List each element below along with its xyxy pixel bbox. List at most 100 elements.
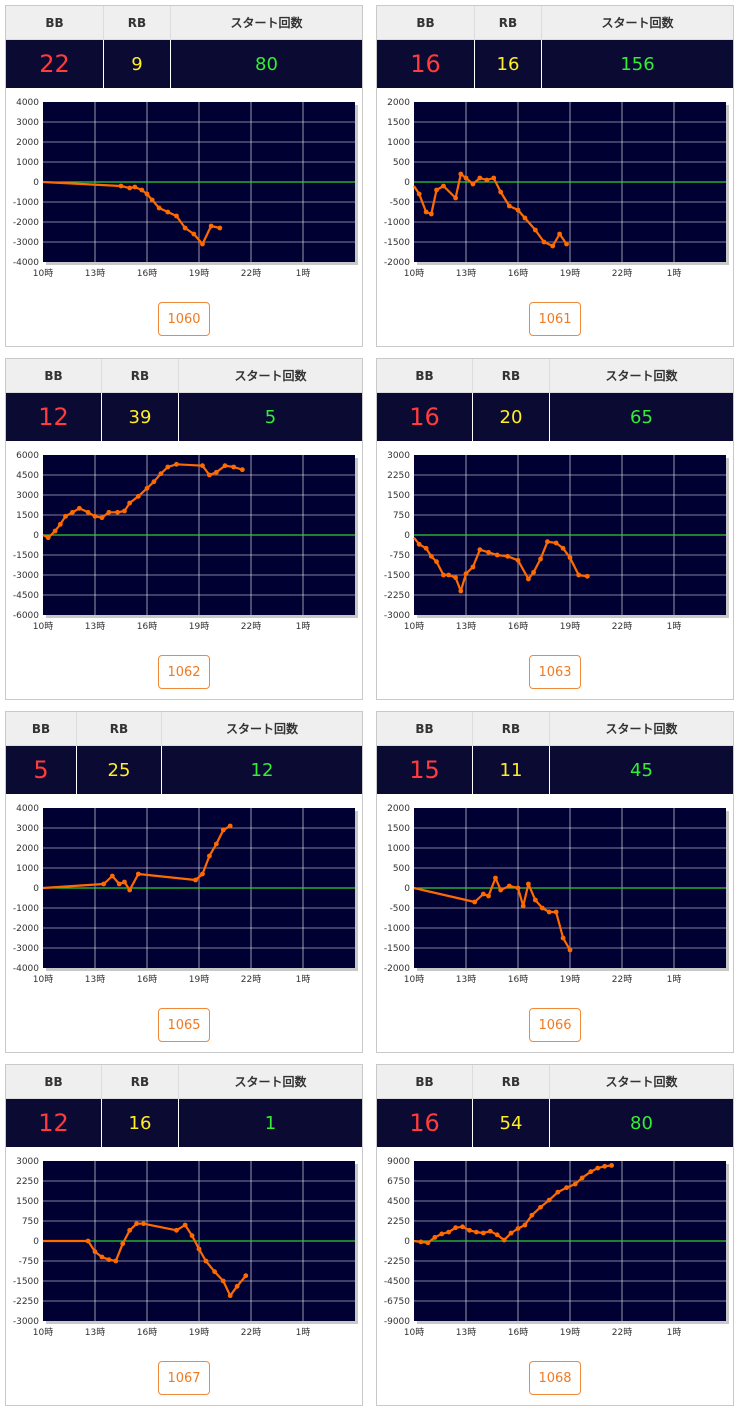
data-point bbox=[446, 572, 452, 578]
y-tick-label: -4000 bbox=[13, 258, 39, 268]
header-rb: RB bbox=[472, 359, 549, 392]
data-point bbox=[174, 213, 179, 219]
header-rb: RB bbox=[474, 6, 541, 39]
x-tick-label: 19時 bbox=[189, 974, 209, 985]
data-point bbox=[239, 467, 245, 473]
data-point bbox=[200, 871, 205, 877]
data-point bbox=[477, 547, 483, 553]
data-point bbox=[494, 552, 500, 558]
data-point bbox=[441, 183, 446, 189]
y-tick-label: 4000 bbox=[16, 98, 39, 108]
machine-number-button[interactable]: 1065 bbox=[158, 1008, 210, 1042]
y-tick-label: 1500 bbox=[16, 511, 39, 521]
machine-number-button[interactable]: 1062 bbox=[158, 655, 210, 689]
data-point bbox=[243, 1273, 249, 1279]
data-point bbox=[546, 909, 552, 915]
rb-count: 39 bbox=[101, 393, 178, 441]
data-point bbox=[151, 479, 157, 485]
data-point bbox=[508, 1230, 514, 1236]
data-point bbox=[557, 231, 562, 237]
header-start: スタート回数 bbox=[549, 1065, 733, 1098]
y-tick-label: 0 bbox=[33, 884, 39, 894]
start-count: 65 bbox=[549, 393, 733, 441]
data-point bbox=[174, 461, 179, 467]
y-tick-label: 500 bbox=[393, 864, 410, 874]
machine-number-button[interactable]: 1066 bbox=[529, 1008, 581, 1042]
header-rb: RB bbox=[101, 359, 178, 392]
machine-number-button[interactable]: 1061 bbox=[529, 302, 581, 336]
y-tick-label: 6000 bbox=[16, 451, 39, 461]
data-point bbox=[135, 493, 141, 499]
data-point bbox=[498, 189, 504, 195]
x-tick-label: 16時 bbox=[508, 268, 528, 279]
data-point bbox=[498, 887, 504, 893]
data-point bbox=[572, 1181, 578, 1187]
y-tick-label: -6000 bbox=[13, 611, 39, 621]
data-point bbox=[576, 572, 582, 578]
data-point bbox=[506, 203, 512, 209]
data-point bbox=[144, 485, 150, 491]
stats-header: BB RB スタート回数 bbox=[6, 1065, 362, 1099]
data-point bbox=[200, 463, 205, 469]
x-tick-label: 22時 bbox=[612, 621, 632, 632]
y-tick-label: -1000 bbox=[13, 904, 39, 914]
machine-number-button[interactable]: 1067 bbox=[158, 1361, 210, 1395]
x-tick-label: 1時 bbox=[296, 268, 311, 279]
x-tick-label: 22時 bbox=[612, 1327, 632, 1338]
data-point bbox=[127, 887, 133, 893]
data-point bbox=[182, 225, 188, 231]
stats-values: 16 54 80 bbox=[377, 1099, 733, 1147]
bb-count: 16 bbox=[409, 1109, 440, 1137]
slump-chart: 6000 4500 3000 1500 0 -1500 -3000 -4500 -600010時… bbox=[13, 451, 358, 632]
bb-count: 16 bbox=[409, 403, 440, 431]
data-point bbox=[134, 1221, 140, 1227]
start-count: 156 bbox=[541, 40, 733, 88]
x-tick-label: 13時 bbox=[456, 621, 476, 632]
x-tick-label: 16時 bbox=[137, 621, 157, 632]
x-tick-label: 13時 bbox=[456, 268, 476, 279]
data-point bbox=[425, 1240, 431, 1246]
data-point bbox=[480, 891, 486, 897]
x-tick-label: 1時 bbox=[667, 621, 682, 632]
data-point bbox=[189, 1233, 195, 1239]
x-tick-label: 1時 bbox=[296, 621, 311, 632]
y-tick-label: 750 bbox=[22, 1217, 39, 1227]
x-tick-label: 10時 bbox=[33, 621, 53, 632]
data-point bbox=[550, 243, 556, 249]
data-point bbox=[553, 909, 559, 915]
data-point bbox=[165, 209, 171, 215]
bb-count: 12 bbox=[38, 403, 69, 431]
data-point bbox=[101, 881, 107, 887]
x-tick-label: 19時 bbox=[560, 974, 580, 985]
x-tick-label: 13時 bbox=[456, 974, 476, 985]
y-tick-label: -750 bbox=[19, 1257, 40, 1267]
stats-values: 22 9 80 bbox=[6, 40, 362, 88]
y-tick-label: 2000 bbox=[387, 804, 410, 814]
data-point bbox=[532, 897, 538, 903]
data-point bbox=[191, 231, 197, 237]
header-bb: BB bbox=[415, 721, 434, 736]
y-tick-label: 0 bbox=[33, 178, 39, 188]
header-rb: RB bbox=[103, 6, 170, 39]
stats-header: BB RB スタート回数 bbox=[377, 359, 733, 393]
y-tick-label: 0 bbox=[404, 531, 410, 541]
x-tick-label: 19時 bbox=[189, 268, 209, 279]
y-tick-label: 2000 bbox=[387, 98, 410, 108]
data-point bbox=[531, 569, 536, 575]
data-point bbox=[227, 823, 233, 829]
x-tick-label: 16時 bbox=[137, 1327, 157, 1338]
start-count: 80 bbox=[170, 40, 362, 88]
x-tick-label: 10時 bbox=[404, 268, 424, 279]
data-point bbox=[441, 572, 446, 578]
x-tick-label: 1時 bbox=[296, 1327, 311, 1338]
y-tick-label: -9000 bbox=[384, 1317, 410, 1327]
machine-number-button[interactable]: 1063 bbox=[529, 655, 581, 689]
data-point bbox=[135, 871, 141, 877]
data-point bbox=[432, 1235, 438, 1240]
x-tick-label: 10時 bbox=[404, 974, 424, 985]
data-point bbox=[45, 535, 51, 541]
machine-number-button[interactable]: 1060 bbox=[158, 302, 210, 336]
data-point bbox=[487, 1228, 493, 1234]
machine-number-button[interactable]: 1068 bbox=[529, 1361, 581, 1395]
